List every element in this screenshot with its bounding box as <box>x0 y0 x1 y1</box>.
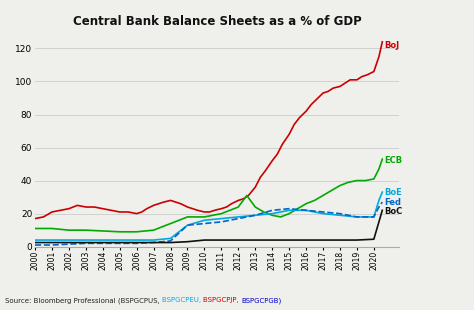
Text: BoE: BoE <box>384 188 402 197</box>
Text: BSPGCPGB): BSPGCPGB) <box>241 297 282 304</box>
Text: Source: Bloomberg Professional (BSPGCPUS,: Source: Bloomberg Professional (BSPGCPUS… <box>5 297 162 304</box>
Text: BSPGCPJP,: BSPGCPJP, <box>203 297 241 303</box>
Title: Central Bank Balance Sheets as a % of GDP: Central Bank Balance Sheets as a % of GD… <box>73 15 362 28</box>
Text: BoJ: BoJ <box>384 41 399 50</box>
Text: ECB: ECB <box>384 156 402 165</box>
Text: BSPGCPEU,: BSPGCPEU, <box>162 297 203 303</box>
Text: BoC: BoC <box>384 207 402 216</box>
Text: Fed: Fed <box>384 197 401 206</box>
